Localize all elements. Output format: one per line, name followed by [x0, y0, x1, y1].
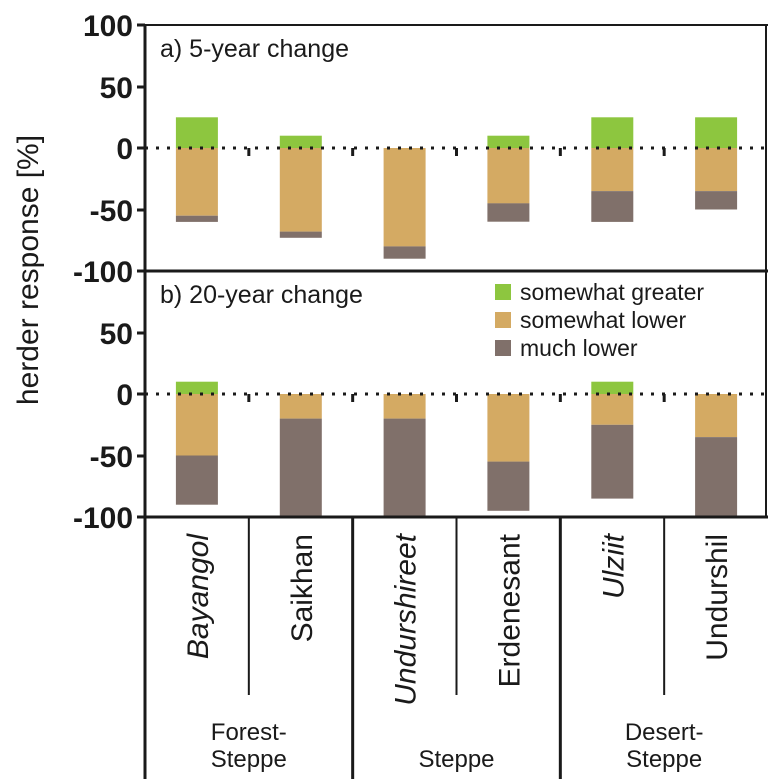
- panel-b-bar-1-1: [279, 394, 322, 419]
- legend-label-1: somewhat lower: [520, 307, 687, 333]
- panel-a-bar-1-1: [279, 148, 322, 232]
- panel-a-ytick-label-0: 100: [83, 10, 133, 43]
- panel-a-bar-5-2: [695, 191, 738, 210]
- panel-a-bar-4-1: [591, 148, 634, 191]
- category-label-2: Undurshireet: [390, 532, 423, 705]
- panel-b-bar-3-1: [487, 394, 530, 462]
- panel-a-ytick-label-3: -50: [90, 195, 133, 228]
- legend-label-0: somewhat greater: [520, 279, 704, 305]
- panel-a-title: a) 5-year change: [160, 35, 349, 63]
- panel-b-title: b) 20-year change: [160, 281, 363, 309]
- panel-b-ytick-label-2: 0: [116, 379, 133, 412]
- legend-label-2: much lower: [520, 335, 638, 361]
- panel-b-bar-0-2: [175, 455, 218, 505]
- category-label-0: Bayangol: [182, 533, 215, 659]
- panel-a-bar-2-2: [383, 246, 426, 259]
- panel-b-bar-2-1: [383, 394, 426, 419]
- panel-a-bar-4-2: [591, 191, 634, 222]
- legend-swatch-1: [495, 312, 511, 328]
- y-axis-label: herder response [%]: [12, 135, 45, 405]
- panel-a-bar-1-2: [279, 231, 322, 238]
- panel-a-ytick-label-1: 50: [100, 72, 133, 105]
- panel-b-ytick-label-0: -100: [73, 502, 133, 535]
- panel-a-bar-3-0: [487, 135, 530, 148]
- category-label-4: Ulziit: [597, 532, 630, 599]
- panel-a-bar-3-2: [487, 203, 530, 222]
- legend-swatch-2: [495, 340, 511, 356]
- region-label-0-1: Steppe: [211, 746, 287, 773]
- panel-b-ytick-label-1: -50: [90, 441, 133, 474]
- panel-a-bar-0-2: [175, 215, 218, 222]
- panel-a-bar-4-0: [591, 117, 634, 149]
- panel-a-ytick-label-2: 0: [116, 133, 133, 166]
- panel-b-bar-5-1: [695, 394, 738, 437]
- panel-b-bar-4-1: [591, 394, 634, 425]
- category-label-5: Undurshil: [701, 534, 734, 661]
- region-label-2-1: Steppe: [626, 746, 702, 773]
- panel-b-bar-0-0: [175, 381, 218, 394]
- region-label-2-0: Desert-: [625, 719, 704, 746]
- panel-a-bar-1-0: [279, 135, 322, 148]
- panel-b-bar-1-2: [279, 418, 322, 517]
- panel-a-bar-0-1: [175, 148, 218, 216]
- panel-a-ytick-label-4: -100: [73, 256, 133, 289]
- panel-b-bar-2-2: [383, 418, 426, 517]
- legend-swatch-0: [495, 284, 511, 300]
- panel-b-bar-4-2: [591, 424, 634, 499]
- panel-b-bar-3-2: [487, 461, 530, 511]
- panel-b-bar-0-1: [175, 394, 218, 456]
- panel-b-ytick-label-3: 50: [100, 318, 133, 351]
- category-label-1: Saikhan: [286, 534, 319, 642]
- panel-a-bar-5-1: [695, 148, 738, 191]
- panel-a-bar-0-0: [175, 117, 218, 149]
- panel-a-bar-5-0: [695, 117, 738, 149]
- region-label-1-0: Steppe: [418, 746, 494, 773]
- panel-b-bar-5-2: [695, 437, 738, 518]
- region-label-0-0: Forest-: [211, 719, 287, 746]
- panel-a-bar-3-1: [487, 148, 530, 204]
- panel-a-bar-2-1: [383, 148, 426, 247]
- panel-b-bar-4-0: [591, 381, 634, 394]
- category-label-3: Erdenesant: [493, 533, 526, 687]
